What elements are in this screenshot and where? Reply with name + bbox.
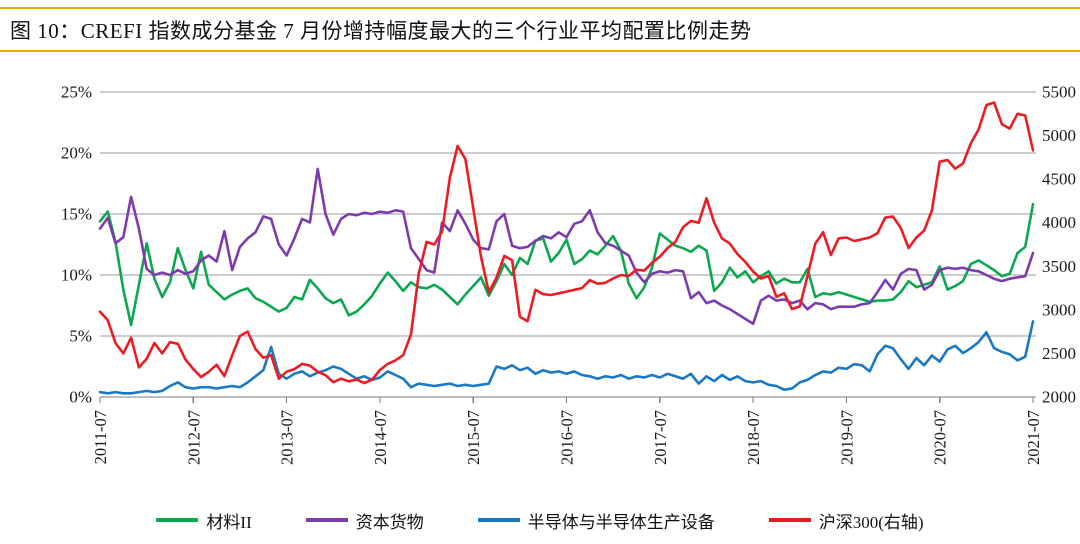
x-axis-tick-label: 2017-07 xyxy=(651,410,670,465)
header-top-rule xyxy=(0,7,1080,9)
legend-swatch-green-line xyxy=(156,518,199,522)
x-axis-tick-label: 2015-07 xyxy=(464,410,483,465)
series-line-purple-capital-goods xyxy=(98,167,1035,326)
x-axis-tick-label: 2011-07 xyxy=(91,410,110,464)
header-bottom-rule xyxy=(0,50,1080,52)
right-axis-tick-label: 3000 xyxy=(1042,300,1076,319)
left-axis-tick-label: 20% xyxy=(61,144,92,163)
legend-item-semiconductors: 半导体与半导体生产设备 xyxy=(477,508,715,533)
right-axis-tick-label: 2000 xyxy=(1042,388,1076,407)
legend-swatch-red-line xyxy=(768,518,811,522)
legend-item-csi300: 沪深300(右轴) xyxy=(768,508,924,533)
x-axis-tick-label: 2019-07 xyxy=(837,410,856,465)
right-axis-tick-label: 2500 xyxy=(1042,344,1076,363)
legend-label-capital-goods: 资本货物 xyxy=(355,512,424,532)
series-line-red-csi300 xyxy=(98,101,1035,385)
legend-label-csi300: 沪深300(右轴) xyxy=(818,512,924,532)
right-axis-tick-label: 4500 xyxy=(1042,170,1076,189)
left-axis-tick-label: 0% xyxy=(69,388,92,407)
x-axis-tick-label: 2020-07 xyxy=(931,410,950,465)
series-line-blue-semiconductors xyxy=(98,320,1035,395)
left-axis-tick-label: 5% xyxy=(69,327,92,346)
x-axis-tick-label: 2016-07 xyxy=(558,410,577,465)
legend-swatch-purple-line xyxy=(305,518,348,522)
left-axis-tick-label: 10% xyxy=(61,266,92,285)
legend-label-materials: 材料II xyxy=(206,512,252,532)
x-axis-tick-label: 2021-07 xyxy=(1024,410,1043,465)
x-axis-tick-label: 2018-07 xyxy=(744,410,763,465)
right-axis-tick-label: 5500 xyxy=(1042,83,1076,102)
x-axis-tick-label: 2012-07 xyxy=(184,410,203,465)
x-axis-tick-label: 2014-07 xyxy=(371,410,390,465)
legend-swatch-blue-line xyxy=(477,518,520,522)
legend-label-semiconductors: 半导体与半导体生产设备 xyxy=(527,512,715,532)
right-axis-tick-label: 3500 xyxy=(1042,257,1076,276)
legend-item-capital-goods: 资本货物 xyxy=(305,508,424,533)
figure-title: 图 10：CREFI 指数成分基金 7 月份增持幅度最大的三个行业平均配置比例走… xyxy=(10,19,752,43)
left-axis-tick-label: 15% xyxy=(61,205,92,224)
x-axis-tick-label: 2013-07 xyxy=(278,410,297,465)
right-axis-tick-label: 4000 xyxy=(1042,213,1076,232)
left-axis-tick-label: 25% xyxy=(61,83,92,102)
right-axis-tick-label: 5000 xyxy=(1042,126,1076,145)
line-chart: 0% 5% 10% 15% 20% 25% 2000 2500 3000 3500 4000 4500… xyxy=(61,83,1076,466)
series-line-green-materials xyxy=(98,202,1035,327)
legend-item-materials: 材料II xyxy=(156,508,252,533)
chart-legend: 材料II 资本货物 半导体与半导体生产设备 沪深300(右轴) xyxy=(0,503,1080,537)
